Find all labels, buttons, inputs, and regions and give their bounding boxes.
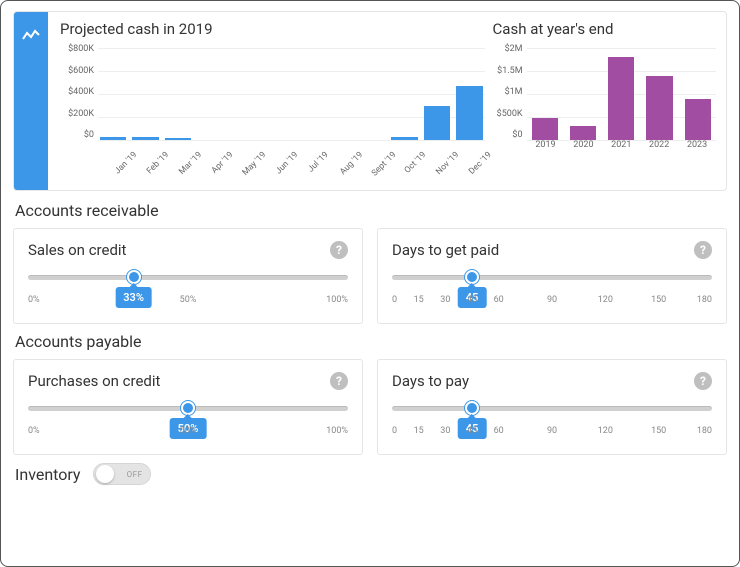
inventory-toggle[interactable]: OFF	[93, 463, 151, 485]
slider-tick-label: 45	[467, 295, 477, 305]
y-tick-label: $1M	[493, 87, 523, 97]
inventory-row: Inventory OFF	[13, 463, 727, 485]
chart-bar	[570, 126, 596, 140]
x-tick-label: 2023	[687, 140, 707, 150]
help-icon[interactable]: ?	[330, 241, 348, 259]
chart-title: Cash at year's end	[493, 20, 716, 38]
y-tick-label: $500K	[493, 109, 523, 119]
x-tick-label: Dec '19	[467, 150, 494, 177]
slider-thumb[interactable]	[465, 401, 479, 415]
slider-tick-label: 30	[440, 295, 450, 305]
chart-bar	[532, 118, 558, 140]
y-tick-label: $800K	[60, 44, 94, 54]
slider-tick-label: 90	[547, 426, 557, 436]
slider-tick-label: 150	[651, 426, 666, 436]
x-tick-label: 2020	[573, 140, 593, 150]
slider-tick-label: 0%	[28, 295, 40, 305]
purchases-on-credit-card: Purchases on credit? 50% 0% 50% 100%	[13, 359, 363, 455]
slider-tick-label: 50%	[180, 426, 197, 436]
y-tick-label: $2M	[493, 44, 523, 54]
x-tick-label: 2021	[611, 140, 631, 150]
slider-tick-label: 0%	[28, 426, 40, 436]
slider-tick-label: 30	[440, 426, 450, 436]
slider-tick-label: 0	[392, 426, 397, 436]
help-icon[interactable]: ?	[694, 372, 712, 390]
slider-ticks: 0 15 30 45 60 90 120 150 180	[392, 418, 712, 444]
slider[interactable]: 45	[392, 273, 712, 281]
inventory-heading: Inventory	[15, 465, 81, 484]
y-tick-label: $400K	[60, 87, 94, 97]
accounts-payable-heading: Accounts payable	[15, 332, 727, 351]
slider-tick-label: 15	[414, 426, 424, 436]
chart-area: $2M $1.5M $1M $500K $0 2019 2020 2021 2022 2023	[493, 44, 716, 164]
charts-panel: Projected cash in 2019 $800K $600K $400K $2…	[13, 11, 727, 191]
slider-tick-label: 100%	[326, 426, 348, 436]
card-title: Purchases on credit	[28, 372, 160, 390]
y-axis-labels: $2M $1.5M $1M $500K $0	[493, 44, 523, 140]
y-tick-label: $0	[493, 130, 523, 140]
chart-bar	[685, 99, 711, 140]
slider-tick-label: 100%	[326, 295, 348, 305]
slider-tick-label: 120	[598, 295, 613, 305]
slider[interactable]: 50%	[28, 404, 348, 412]
charts-tab[interactable]	[14, 12, 48, 190]
projected-cash-chart: Projected cash in 2019 $800K $600K $400K $2…	[60, 20, 485, 190]
chart-plot	[98, 48, 485, 140]
x-axis-labels: Jan '19Feb '19Mar '19Apr '19May '19Jun '…	[98, 140, 485, 164]
chart-bar	[608, 57, 634, 140]
x-tick-label: Sept '19	[370, 150, 398, 178]
year-end-cash-chart: Cash at year's end $2M $1.5M $1M $500K $0 20…	[493, 20, 716, 190]
y-tick-label: $1.5M	[493, 66, 523, 76]
toggle-label: OFF	[127, 470, 143, 479]
slider-ticks: 0 15 30 45 60 90 120 150 180	[392, 287, 712, 313]
slider-tick-label: 60	[494, 426, 504, 436]
slider-tick-label: 180	[697, 295, 712, 305]
y-tick-label: $0	[60, 130, 94, 140]
help-icon[interactable]: ?	[330, 372, 348, 390]
toggle-knob	[96, 465, 114, 483]
chart-title: Projected cash in 2019	[60, 20, 485, 38]
chart-plot	[527, 48, 716, 140]
slider-thumb[interactable]	[127, 270, 141, 284]
slider-tick-label: 180	[697, 426, 712, 436]
slider-tick-label: 120	[598, 426, 613, 436]
slider-tick-label: 150	[651, 295, 666, 305]
slider-tick-label: 90	[547, 295, 557, 305]
accounts-receivable-row: Sales on credit? 33% 0% 50% 100% Days to get…	[13, 228, 727, 324]
slider-tick-label: 15	[414, 295, 424, 305]
sales-on-credit-card: Sales on credit? 33% 0% 50% 100%	[13, 228, 363, 324]
days-to-pay-card: Days to pay? 45 0 15 30 45 60 90 120 150 180	[377, 359, 727, 455]
card-title: Days to get paid	[392, 241, 499, 259]
chart-bar	[646, 76, 672, 140]
x-tick-label: 2022	[649, 140, 669, 150]
charts-body: Projected cash in 2019 $800K $600K $400K $2…	[48, 12, 726, 190]
help-icon[interactable]: ?	[694, 241, 712, 259]
slider-tick-label: 0	[392, 295, 397, 305]
slider-tick-label: 50%	[180, 295, 197, 305]
card-title: Sales on credit	[28, 241, 126, 259]
card-title: Days to pay	[392, 372, 469, 390]
chart-bar	[456, 86, 482, 140]
slider-thumb[interactable]	[181, 401, 195, 415]
accounts-payable-row: Purchases on credit? 50% 0% 50% 100% Days to…	[13, 359, 727, 455]
y-axis-labels: $800K $600K $400K $200K $0	[60, 44, 94, 140]
days-to-get-paid-card: Days to get paid? 45 0 15 30 45 60 90 120 150 180	[377, 228, 727, 324]
y-tick-label: $200K	[60, 109, 94, 119]
slider-ticks: 0% 50% 100%	[28, 418, 348, 444]
chart-bar	[424, 106, 450, 141]
y-tick-label: $600K	[60, 66, 94, 76]
slider-tick-label: 60	[494, 295, 504, 305]
chart-area: $800K $600K $400K $200K $0 Jan '19Feb '19Mar…	[60, 44, 485, 164]
slider-thumb[interactable]	[465, 270, 479, 284]
accounts-receivable-heading: Accounts receivable	[15, 201, 727, 220]
slider-tick-label: 45	[467, 426, 477, 436]
x-axis-labels: 2019 2020 2021 2022 2023	[527, 140, 716, 164]
slider[interactable]: 45	[392, 404, 712, 412]
slider-ticks: 0% 50% 100%	[28, 287, 348, 313]
slider[interactable]: 33%	[28, 273, 348, 281]
trend-icon	[22, 26, 40, 45]
x-tick-label: 2019	[535, 140, 555, 150]
